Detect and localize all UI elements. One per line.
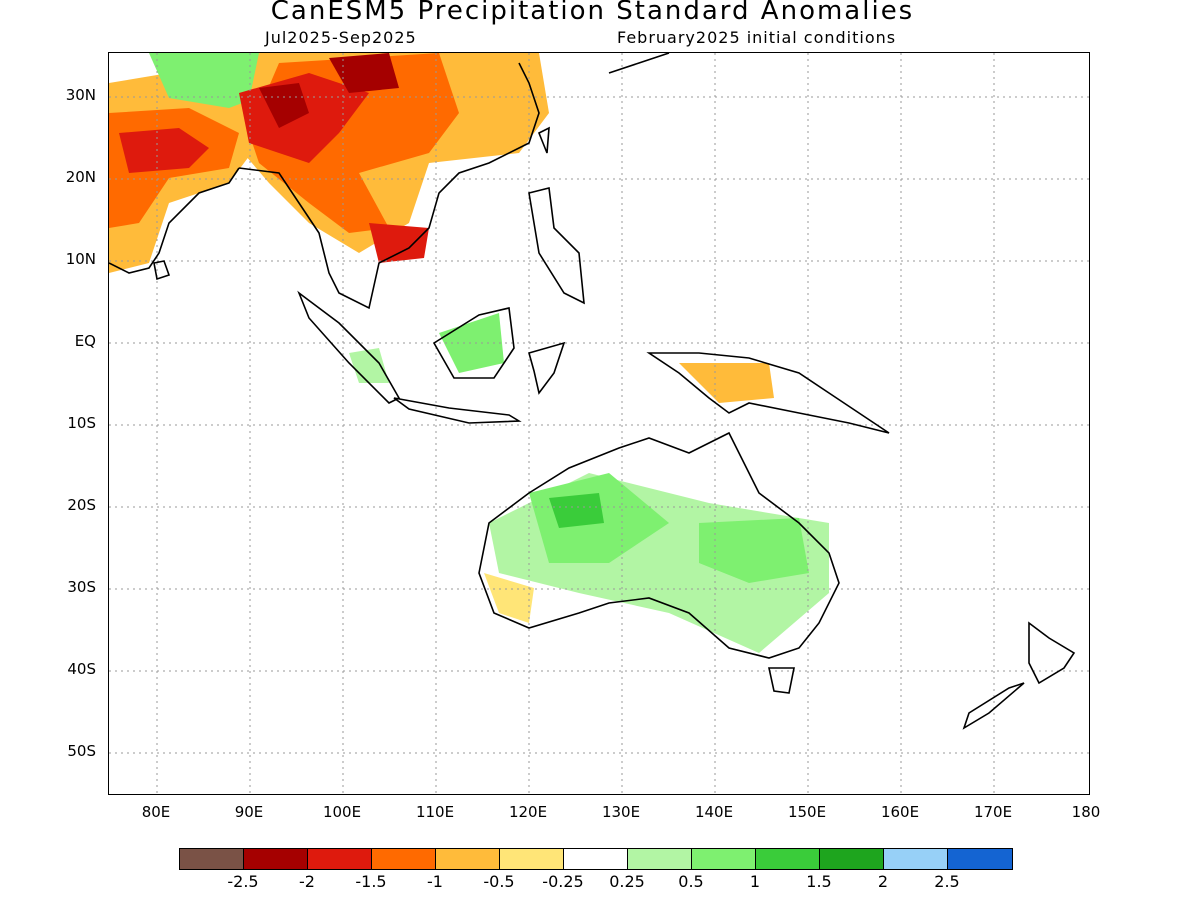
anomaly-region-newguinea-dry (679, 363, 774, 403)
map-title: CanESM5 Precipitation Standard Anomalies (270, 0, 915, 26)
colorbar-label: 2.5 (934, 872, 960, 891)
anomaly-region-burma-extreme (259, 83, 309, 128)
lon-label-110e: 110E (415, 803, 455, 821)
colorbar-swatch (692, 849, 756, 869)
lon-label-120e: 120E (508, 803, 548, 821)
lat-label-10n: 10N (65, 250, 96, 268)
colorbar (179, 848, 1013, 870)
lat-label-20n: 20N (65, 168, 96, 186)
lon-label-160e: 160E (880, 803, 920, 821)
anomaly-region-borneo-wet (439, 313, 504, 373)
anomaly-region-tibet-extreme (329, 53, 399, 93)
coast-japan (608, 53, 670, 74)
colorbar-swatch (884, 849, 948, 869)
coast-australia (478, 431, 840, 659)
coast-new-zealand-south (962, 682, 1025, 730)
colorbar-label: 2 (877, 872, 889, 891)
coast-mainland-sea (238, 62, 540, 310)
coast-philippines (528, 187, 585, 305)
lon-label-80e: 80E (141, 803, 171, 821)
colorbar-swatch (948, 849, 1012, 869)
anomaly-region-tibet-wet (149, 53, 269, 108)
colorbar-swatch (628, 849, 692, 869)
colorbar-swatch (756, 849, 820, 869)
colorbar-label: 0.25 (609, 872, 645, 891)
coast-tasmania (768, 667, 795, 694)
colorbar-swatch (244, 849, 308, 869)
anomaly-shading (109, 53, 829, 653)
lat-label-40s: 40S (67, 660, 96, 678)
colorbar-swatch (436, 849, 500, 869)
colorbar-swatch (564, 849, 628, 869)
coast-taiwan (537, 126, 550, 154)
colorbar-swatch (372, 849, 436, 869)
lon-label-90e: 90E (234, 803, 264, 821)
lat-label-eq: EQ (74, 332, 96, 350)
anomaly-region-india-strong (119, 128, 209, 173)
coast-new-guinea (646, 352, 890, 434)
colorbar-swatch (180, 849, 244, 869)
lon-label-140e: 140E (694, 803, 734, 821)
lon-label-180: 180 (1071, 803, 1101, 821)
colorbar-swatch (500, 849, 564, 869)
colorbar-label: -2 (299, 872, 315, 891)
colorbar-label: 1 (749, 872, 761, 891)
coast-new-zealand-north (1028, 621, 1076, 685)
anomaly-region-australia-wet-east (699, 518, 809, 583)
lon-label-100e: 100E (322, 803, 362, 821)
colorbar-label: -0.25 (542, 872, 584, 891)
colorbar-label: -1 (427, 872, 443, 891)
colorbar-label: 0.5 (678, 872, 704, 891)
initial-conditions: February2025 initial conditions (617, 28, 897, 47)
coast-sumatra (297, 290, 401, 404)
lat-label-20s: 20S (67, 496, 96, 514)
lat-label-30s: 30S (67, 578, 96, 596)
colorbar-label: -0.5 (483, 872, 515, 891)
anomaly-region-vietnam-dry (369, 223, 429, 263)
colorbar-swatch (308, 849, 372, 869)
anomaly-region-sw-australia-dry (484, 573, 534, 623)
lat-label-50s: 50S (67, 742, 96, 760)
colorbar-label: 1.5 (806, 872, 832, 891)
lon-label-130e: 130E (601, 803, 641, 821)
colorbar-label: -1.5 (355, 872, 387, 891)
colorbar-swatch (820, 849, 884, 869)
coast-java (393, 397, 522, 424)
lon-label-170e: 170E (973, 803, 1013, 821)
anomaly-region-sumatra-wet (349, 348, 389, 383)
lat-label-10s: 10S (67, 414, 96, 432)
anomaly-map (108, 52, 1090, 795)
forecast-period: Jul2025-Sep2025 (265, 28, 417, 47)
coast-borneo (432, 307, 515, 379)
coast-sri-lanka (153, 260, 171, 281)
map-canvas (109, 53, 1089, 794)
coast-india (109, 167, 240, 274)
colorbar-label: -2.5 (227, 872, 259, 891)
coast-sulawesi (528, 341, 566, 395)
coastlines (109, 53, 1076, 730)
lat-lon-grid (109, 53, 1089, 794)
lon-label-150e: 150E (787, 803, 827, 821)
lat-label-30n: 30N (65, 86, 96, 104)
anomaly-region-australia-wet-strong (549, 493, 604, 528)
